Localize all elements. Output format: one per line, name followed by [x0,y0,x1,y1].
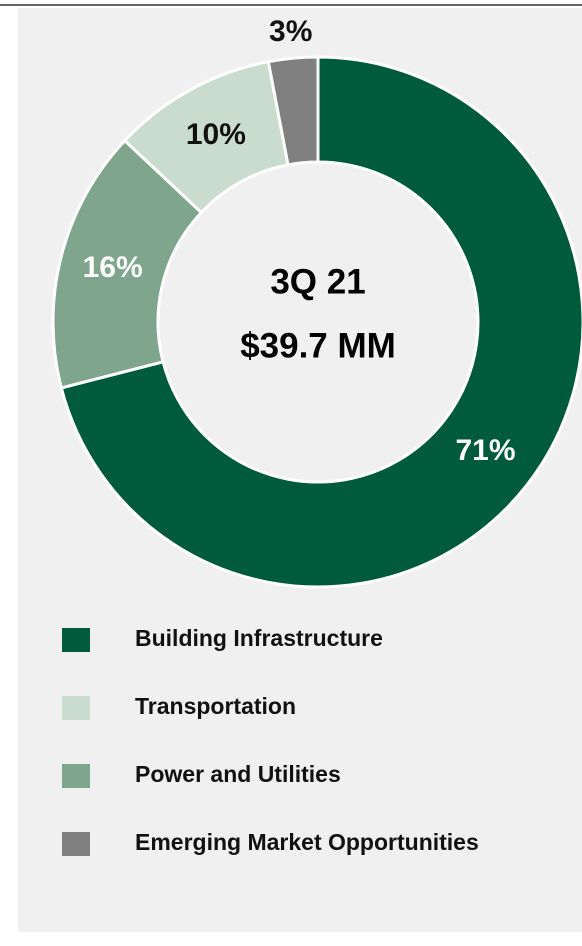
legend-swatch [62,832,90,856]
data-label: 3% [269,15,312,48]
legend-label: Emerging Market Opportunities [135,829,479,855]
legend-label: Power and Utilities [135,761,341,787]
donut-slice [266,55,320,167]
data-label: 10% [186,118,246,151]
center-text: $39.7 MM [240,326,396,365]
legend-swatch [62,764,90,788]
legend-swatch [62,628,90,652]
legend-label: Building Infrastructure [135,625,383,651]
legend-swatch [62,696,90,720]
legend-label: Transportation [135,693,296,719]
data-label: 71% [455,434,515,467]
donut-slice [59,55,582,589]
center-text: 3Q 21 [270,262,365,301]
data-label: 16% [83,251,143,284]
